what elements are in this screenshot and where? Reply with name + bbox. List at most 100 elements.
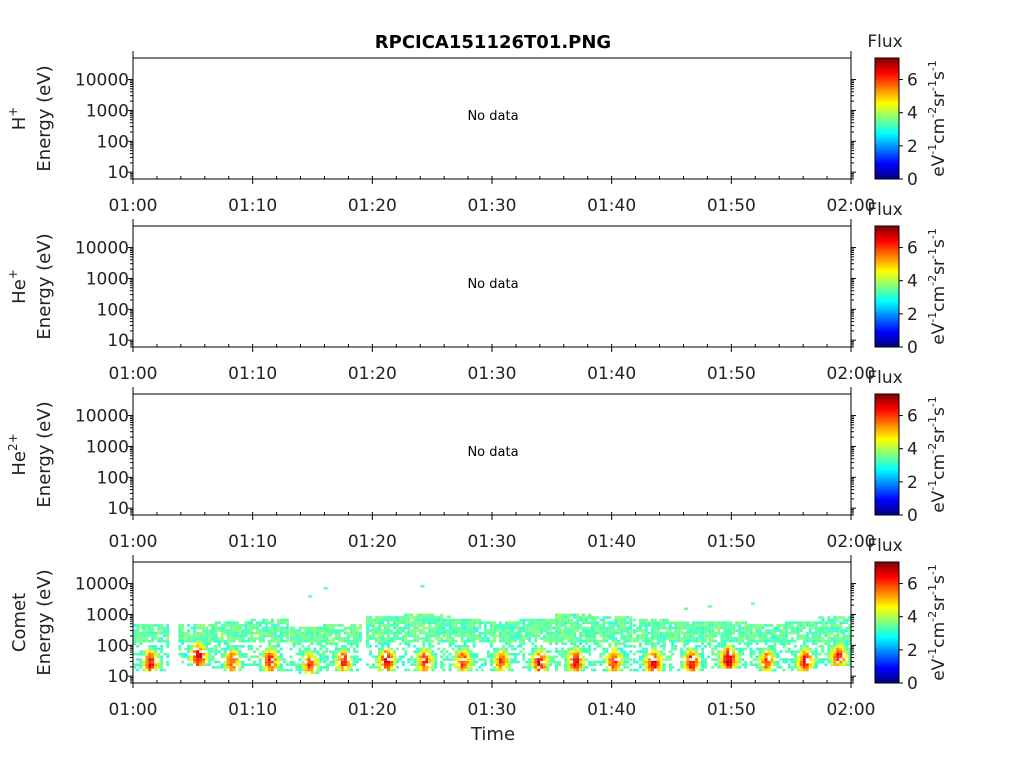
heatmap-cell (244, 634, 248, 638)
colorbar-tick-label: 0 (907, 674, 918, 694)
heatmap-cell (726, 655, 730, 659)
heatmap-cell (337, 655, 341, 659)
heatmap-cell (588, 663, 591, 666)
heatmap-cell (295, 631, 299, 635)
heatmap-sparse-point (446, 615, 451, 619)
heatmap-cell (802, 658, 806, 661)
heatmap-sparse-point (308, 595, 313, 598)
heatmap-cell (469, 618, 473, 622)
heatmap-cell (749, 647, 753, 651)
heatmap-cell (770, 631, 774, 635)
heatmap-cell (573, 655, 577, 659)
heatmap-cell (460, 618, 464, 622)
heatmap-cell (440, 639, 444, 643)
heatmap-cell (404, 618, 408, 622)
heatmap-cell (166, 629, 170, 632)
heatmap-cell (247, 621, 251, 624)
colorbar-tick-label: 2 (907, 305, 918, 325)
heatmap-cell (787, 666, 791, 669)
heatmap-cell (746, 624, 750, 627)
heatmap-cell (489, 621, 493, 624)
heatmap-cell (319, 655, 323, 659)
heatmap-cell (264, 660, 268, 664)
heatmap-cell (558, 618, 562, 622)
heatmap-cell (779, 650, 783, 653)
heatmap-cell (133, 663, 137, 666)
heatmap-cell (650, 626, 654, 630)
heatmap-cell (323, 639, 326, 643)
heatmap-cell (830, 650, 834, 653)
heatmap-cell (811, 631, 815, 635)
heatmap-cell (644, 629, 648, 632)
heatmap-cell (154, 668, 158, 672)
heatmap-cell (472, 642, 476, 645)
species-superscript: + (6, 269, 20, 279)
heatmap-cell (723, 645, 727, 648)
heatmap-cell (510, 645, 514, 648)
heatmap-cell (635, 634, 639, 638)
heatmap-cell (307, 668, 311, 672)
heatmap-cell (784, 658, 788, 661)
heatmap-cell (623, 621, 627, 624)
heatmap-cell (381, 647, 384, 651)
heatmap-cell (692, 621, 696, 624)
heatmap-cell (211, 639, 215, 643)
heatmap-cell (316, 637, 320, 640)
heatmap-cell (310, 629, 314, 632)
heatmap-cell (540, 624, 544, 627)
heatmap-cell (292, 634, 296, 638)
heatmap-cell (704, 639, 708, 643)
heatmap-cell (605, 616, 609, 619)
x-tick-label: 01:10 (228, 532, 277, 552)
heatmap-cell (845, 650, 849, 653)
heatmap-cell (650, 621, 654, 624)
heatmap-cell (653, 629, 657, 632)
heatmap-cell (160, 658, 164, 661)
heatmap-cell (492, 624, 496, 627)
heatmap-cell (656, 668, 660, 672)
heatmap-cell (381, 618, 384, 622)
heatmap-cell (334, 666, 338, 669)
heatmap-cell (258, 624, 262, 627)
heatmap-cell (381, 663, 384, 666)
heatmap-cell (644, 647, 648, 651)
heatmap-cell (136, 652, 140, 656)
heatmap-cell (337, 663, 341, 666)
heatmap-cell (677, 637, 681, 640)
heatmap-cell (626, 621, 630, 624)
heatmap-cell (720, 634, 724, 638)
heatmap-cell (232, 639, 236, 643)
heatmap-cell (202, 663, 206, 666)
heatmap-cell (199, 626, 203, 630)
heatmap-cell (289, 663, 293, 666)
heatmap-cell (349, 634, 353, 638)
heatmap-cell (431, 663, 435, 666)
heatmap-cell (187, 658, 191, 661)
heatmap-cell (160, 645, 164, 648)
heatmap-cell (510, 631, 514, 635)
heatmap-cell (582, 616, 585, 619)
heatmap-cell (534, 624, 538, 627)
unit-exponent: -1 (926, 144, 939, 155)
heatmap-cell (614, 639, 618, 643)
heatmap-cell (133, 631, 137, 635)
heatmap-cell (410, 634, 414, 638)
heatmap-cell (343, 650, 347, 653)
heatmap-cell (656, 634, 660, 638)
heatmap-cell (723, 660, 727, 664)
heatmap-cell (845, 637, 849, 640)
heatmap-cell (223, 663, 227, 666)
heatmap-cell (818, 621, 822, 624)
heatmap-cell (845, 621, 849, 624)
heatmap-cell (698, 631, 702, 635)
heatmap-cell (848, 624, 852, 627)
heatmap-cell (802, 642, 806, 645)
heatmap-cell (390, 629, 393, 632)
heatmap-cell (632, 652, 636, 656)
heatmap-cell (591, 637, 594, 640)
heatmap-cell (680, 655, 684, 659)
heatmap-cell (830, 655, 834, 659)
heatmap-cell (289, 660, 293, 664)
heatmap-cell (588, 616, 591, 619)
heatmap-cell (821, 639, 825, 643)
